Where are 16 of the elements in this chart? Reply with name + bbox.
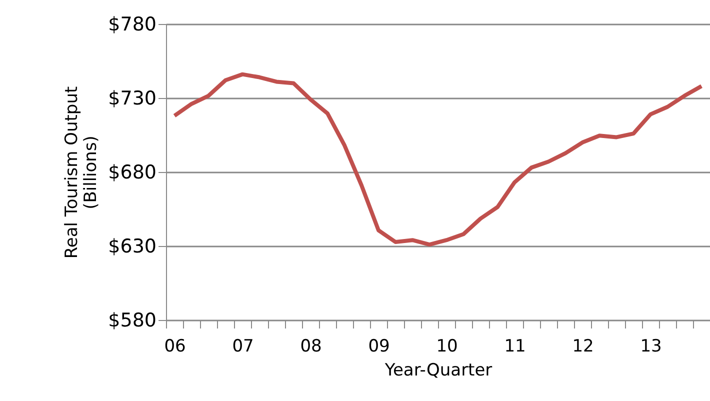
x-tick-label: 11	[504, 336, 526, 356]
y-axis-title: Real Tourism Output (Billions)	[62, 86, 102, 259]
x-tick-label: 12	[572, 336, 594, 356]
x-axis-title: Year-Quarter	[384, 360, 492, 380]
y-tick-label: $630	[108, 236, 156, 258]
line-series	[172, 72, 704, 247]
x-tick-label: 07	[232, 336, 254, 356]
x-tick-label: 13	[640, 336, 662, 356]
x-tick-label: 10	[436, 336, 458, 356]
y-tick-label: $780	[108, 14, 156, 36]
x-tick-label: 08	[300, 336, 322, 356]
y-tick-label: $580	[108, 310, 156, 332]
y-tick-label: $730	[108, 88, 156, 110]
x-tick-label: 09	[368, 336, 390, 356]
x-tick-label: 06	[164, 336, 186, 356]
y-tick-label: $680	[108, 162, 156, 184]
